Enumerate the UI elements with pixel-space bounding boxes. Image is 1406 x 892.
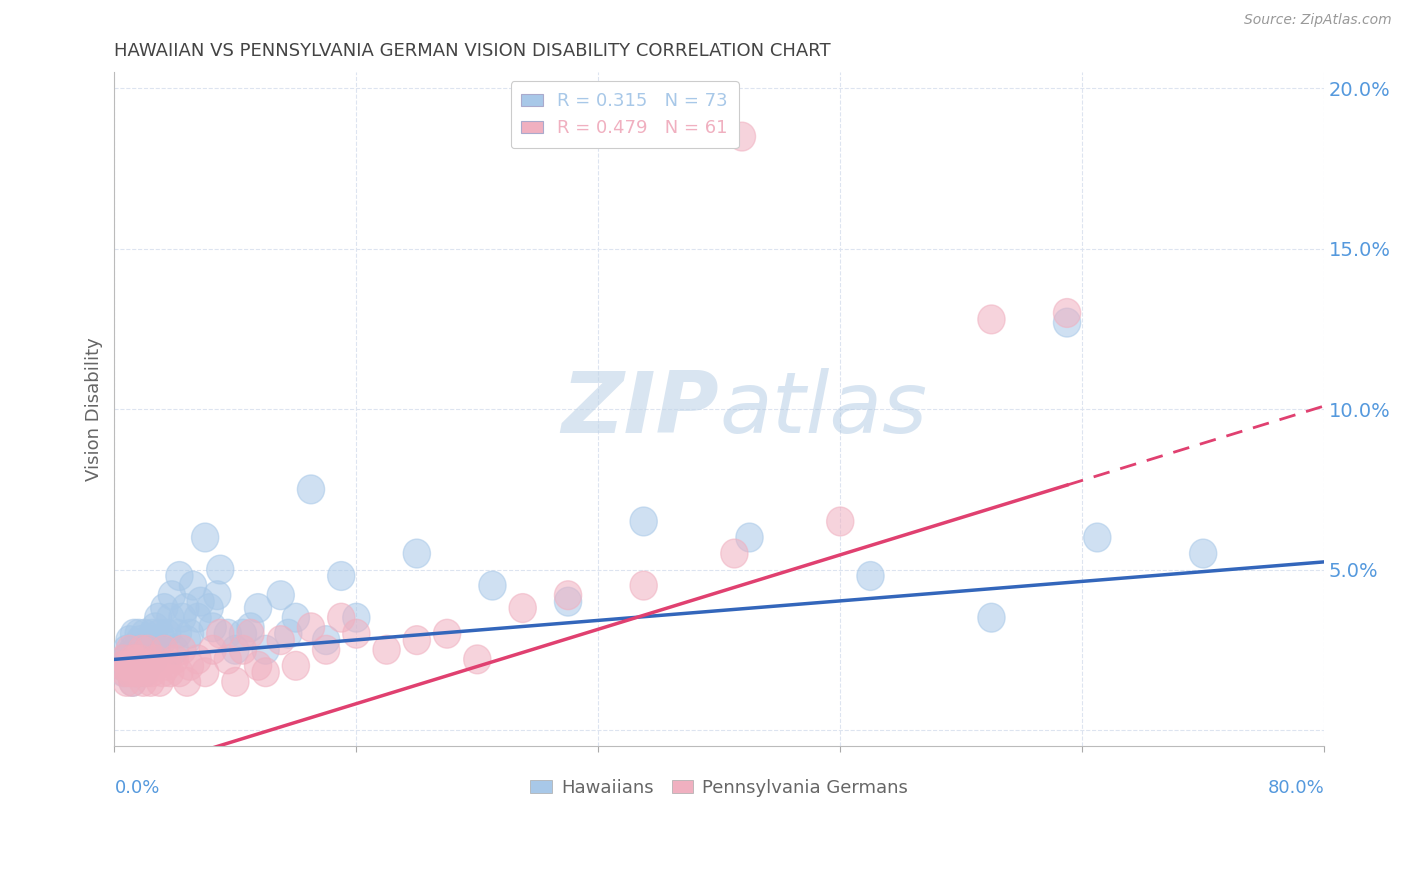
Y-axis label: Vision Disability: Vision Disability (86, 337, 103, 481)
Text: HAWAIIAN VS PENNSYLVANIA GERMAN VISION DISABILITY CORRELATION CHART: HAWAIIAN VS PENNSYLVANIA GERMAN VISION D… (114, 42, 831, 60)
Text: 80.0%: 80.0% (1267, 779, 1324, 797)
Text: atlas: atlas (720, 368, 928, 450)
Legend: Hawaiians, Pennsylvania Germans: Hawaiians, Pennsylvania Germans (523, 772, 915, 805)
Text: Source: ZipAtlas.com: Source: ZipAtlas.com (1244, 13, 1392, 28)
Text: 0.0%: 0.0% (114, 779, 160, 797)
Text: ZIP: ZIP (561, 368, 720, 450)
